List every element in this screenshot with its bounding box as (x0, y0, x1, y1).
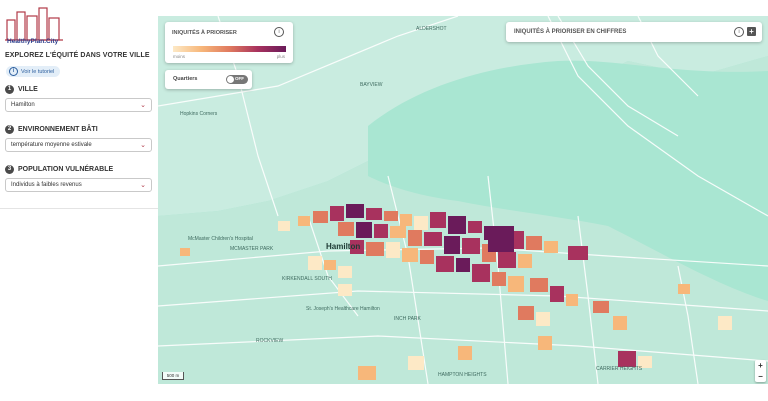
zoom-out-button[interactable]: − (758, 372, 763, 381)
quartiers-toggle[interactable]: OFF (226, 75, 248, 84)
chevron-down-icon: ⌄ (140, 102, 146, 109)
map-label-inch-park: INCH PARK (394, 316, 421, 322)
logo-text: HealthyPlan.City (7, 38, 59, 45)
zoom-control: + − (755, 360, 766, 382)
step-title: ENVIRONNEMENT BÂTI (18, 126, 98, 133)
legend-high-label: plus (276, 54, 285, 59)
population-select[interactable]: Individus à faibles revenus ⌄ (5, 178, 152, 192)
quartiers-label: Quartiers (173, 76, 198, 82)
environnement-select[interactable]: température moyenne estivale ⌄ (5, 138, 152, 152)
info-icon[interactable]: i (274, 27, 284, 37)
step-number: 3 (5, 165, 14, 174)
chiffres-panel[interactable]: INIQUITÉS À PRIORISER EN CHIFFRES i + (506, 22, 762, 42)
info-icon: i (9, 67, 18, 76)
map-base (158, 16, 768, 384)
ville-value: Hamilton (11, 102, 35, 108)
toggle-knob (227, 76, 234, 83)
tutorial-label: Voir le tutoriel (21, 68, 55, 75)
map-canvas[interactable]: Hamilton Hopkins Corners ALDERSHOT BAYVI… (158, 16, 768, 384)
info-icon[interactable]: i (734, 27, 744, 37)
step-number: 1 (5, 85, 14, 94)
sidebar: HealthyPlan.City EXPLOREZ L'ÉQUITÉ DANS … (0, 0, 158, 401)
chiffres-title: INIQUITÉS À PRIORISER EN CHIFFRES (514, 29, 627, 35)
step-title: POPULATION VULNÉRABLE (18, 166, 114, 173)
healthyplan-logo (5, 7, 63, 41)
legend-panel: INIQUITÉS À PRIORISER i moins plus (165, 22, 293, 63)
map-label-mcmaster-children: McMaster Children's Hospital (188, 236, 253, 242)
step-population: 3 POPULATION VULNÉRABLE (5, 165, 113, 174)
scale-bar: 500 m (162, 372, 184, 380)
sidebar-divider (0, 208, 158, 209)
step-ville: 1 VILLE (5, 85, 38, 94)
zoom-in-button[interactable]: + (758, 361, 763, 370)
environnement-value: température moyenne estivale (11, 142, 92, 148)
map-label-bayview: BAYVIEW (360, 82, 383, 88)
map-label-st-josephs: St. Joseph's Healthcare Hamilton (306, 306, 380, 312)
map-label-hamilton: Hamilton (326, 242, 361, 251)
legend-low-label: moins (173, 54, 186, 59)
bay-water (368, 60, 768, 302)
population-value: Individus à faibles revenus (11, 182, 82, 188)
ville-select[interactable]: Hamilton ⌄ (5, 98, 152, 112)
step-environnement: 2 ENVIRONNEMENT BÂTI (5, 125, 98, 134)
map-label-kirkendall: KIRKENDALL SOUTH (282, 276, 332, 282)
legend-title: INIQUITÉS À PRIORISER (172, 30, 237, 36)
quartiers-panel: Quartiers OFF (165, 70, 252, 89)
chevron-down-icon: ⌄ (140, 142, 146, 149)
map-label-hopkins: Hopkins Corners (180, 111, 218, 117)
explore-title: EXPLOREZ L'ÉQUITÉ DANS VOTRE VILLE (5, 52, 150, 59)
step-number: 2 (5, 125, 14, 134)
choropleth-blocks (180, 204, 732, 380)
map-label-hampton: HAMPTON HEIGHTS (438, 372, 487, 378)
toggle-state: OFF (235, 76, 244, 81)
map-label-mcmaster-park: MCMASTER PARK (230, 246, 274, 252)
map-label-rockview: ROCKVIEW (256, 338, 284, 344)
legend-color-bar (173, 46, 286, 52)
map-label-aldershot: ALDERSHOT (416, 26, 447, 32)
tutorial-button[interactable]: i Voir le tutoriel (6, 66, 61, 77)
expand-plus-icon[interactable]: + (747, 27, 756, 36)
step-title: VILLE (18, 86, 38, 93)
map-label-carrier: CARRIER HEIGHTS (596, 366, 643, 372)
chevron-down-icon: ⌄ (140, 182, 146, 189)
